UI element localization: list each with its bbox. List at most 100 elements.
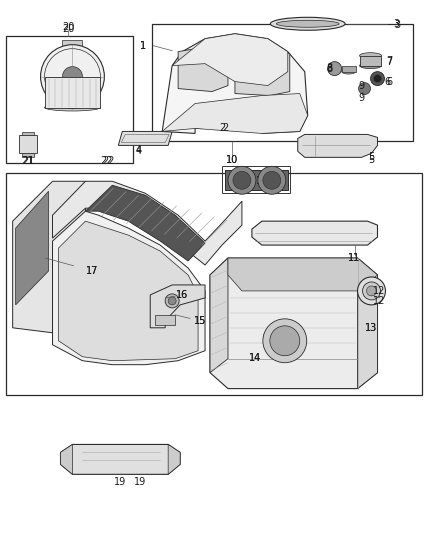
Text: 13: 13	[365, 323, 378, 333]
Text: 17: 17	[86, 266, 99, 276]
Polygon shape	[85, 185, 205, 261]
Text: 1: 1	[140, 41, 146, 51]
Polygon shape	[172, 34, 288, 86]
Bar	[6, 173, 422, 394]
Text: 2: 2	[219, 124, 225, 133]
Text: 16: 16	[176, 290, 188, 300]
Ellipse shape	[360, 63, 381, 69]
Text: 16: 16	[176, 290, 188, 300]
Text: 12: 12	[373, 296, 386, 306]
Polygon shape	[298, 134, 378, 157]
Polygon shape	[360, 55, 381, 66]
Text: 21: 21	[22, 156, 35, 166]
Bar	[6, 36, 133, 163]
Text: 18: 18	[256, 176, 268, 186]
Circle shape	[63, 67, 82, 86]
Polygon shape	[13, 181, 85, 333]
Text: 22: 22	[100, 156, 113, 166]
Polygon shape	[155, 315, 175, 325]
Text: 3: 3	[393, 19, 399, 29]
Text: 14: 14	[249, 353, 261, 363]
Polygon shape	[162, 94, 308, 133]
Text: 15: 15	[194, 316, 206, 326]
Circle shape	[328, 62, 342, 76]
Circle shape	[263, 319, 307, 362]
Polygon shape	[235, 49, 290, 95]
Text: 7: 7	[386, 55, 392, 66]
Polygon shape	[150, 285, 205, 328]
Ellipse shape	[360, 53, 381, 59]
Text: 6: 6	[386, 77, 392, 86]
Ellipse shape	[45, 104, 100, 111]
Polygon shape	[118, 132, 172, 146]
Polygon shape	[162, 34, 308, 133]
Text: 11: 11	[349, 253, 361, 263]
Circle shape	[359, 83, 371, 94]
Polygon shape	[178, 46, 228, 92]
Polygon shape	[53, 181, 242, 265]
Circle shape	[374, 75, 381, 83]
Text: 20: 20	[62, 24, 74, 34]
Polygon shape	[59, 221, 198, 361]
Polygon shape	[168, 445, 180, 474]
Circle shape	[357, 277, 385, 305]
Polygon shape	[210, 258, 228, 373]
Text: 4: 4	[135, 146, 141, 155]
Bar	[82, 453, 160, 469]
Text: 6: 6	[385, 77, 391, 86]
Text: 14: 14	[249, 353, 261, 363]
Circle shape	[168, 297, 176, 305]
Polygon shape	[228, 258, 378, 291]
Text: 11: 11	[349, 253, 361, 263]
Ellipse shape	[270, 17, 345, 30]
Circle shape	[41, 45, 104, 109]
Text: 8: 8	[327, 63, 333, 74]
Polygon shape	[53, 211, 205, 365]
Text: 9: 9	[358, 80, 364, 91]
Circle shape	[165, 294, 179, 308]
Polygon shape	[45, 77, 100, 108]
Text: 19: 19	[134, 478, 146, 487]
Polygon shape	[225, 171, 288, 190]
Polygon shape	[357, 258, 378, 389]
Circle shape	[258, 166, 286, 194]
Polygon shape	[342, 66, 356, 71]
Circle shape	[371, 71, 385, 86]
Text: 22: 22	[102, 156, 115, 166]
Text: 8: 8	[327, 63, 333, 72]
Text: 15: 15	[194, 316, 206, 326]
Bar	[152, 24, 413, 141]
Text: 12: 12	[373, 286, 386, 296]
Polygon shape	[60, 445, 72, 474]
Text: 10: 10	[226, 155, 238, 165]
Bar	[21, 132, 34, 136]
Text: 9: 9	[358, 93, 364, 102]
Text: 21: 21	[21, 156, 34, 166]
Circle shape	[270, 326, 300, 356]
Text: 4: 4	[135, 147, 141, 156]
Circle shape	[263, 171, 281, 189]
Polygon shape	[60, 445, 180, 474]
Text: 2: 2	[222, 124, 228, 133]
Text: 5: 5	[368, 155, 374, 165]
Text: 20: 20	[62, 22, 74, 32]
Text: 7: 7	[386, 56, 392, 67]
Polygon shape	[16, 191, 49, 305]
Text: 13: 13	[365, 323, 378, 333]
Bar	[21, 152, 34, 157]
Circle shape	[367, 286, 377, 296]
Circle shape	[363, 282, 381, 300]
Ellipse shape	[276, 20, 339, 27]
Text: 10: 10	[226, 155, 238, 165]
Text: 1: 1	[140, 41, 146, 51]
Polygon shape	[19, 135, 37, 154]
Text: 5: 5	[368, 152, 374, 163]
Polygon shape	[252, 221, 378, 245]
Circle shape	[233, 171, 251, 189]
Text: 19: 19	[114, 478, 127, 487]
Polygon shape	[210, 258, 378, 389]
Ellipse shape	[342, 69, 356, 74]
Bar	[63, 40, 82, 46]
Text: 18: 18	[256, 176, 268, 186]
Circle shape	[228, 166, 256, 194]
